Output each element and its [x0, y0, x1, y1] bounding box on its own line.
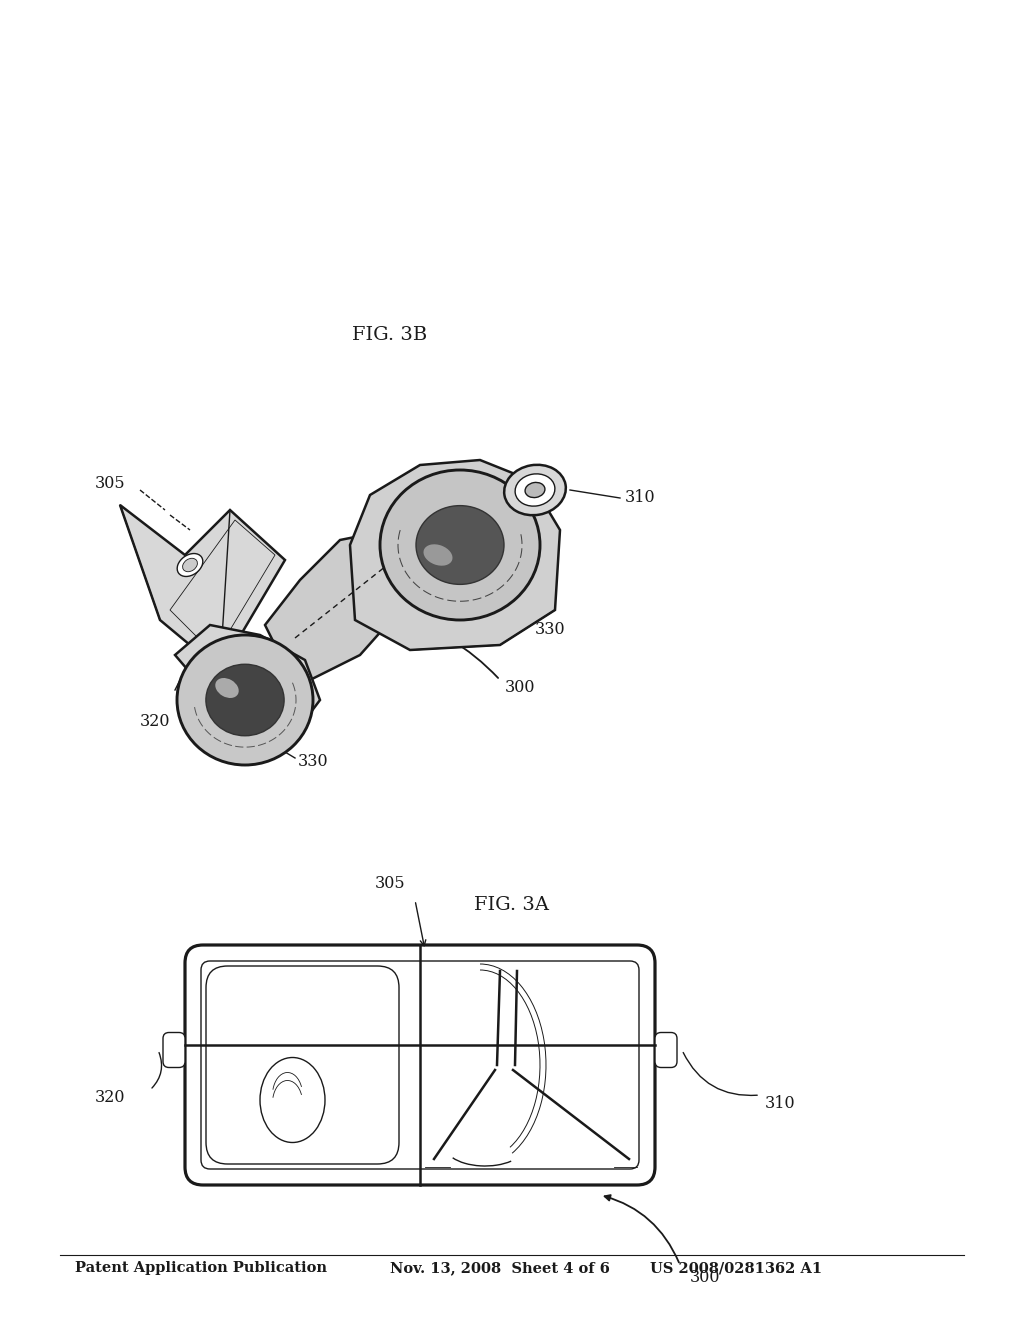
Text: 310: 310	[765, 1094, 796, 1111]
Ellipse shape	[206, 664, 284, 735]
Ellipse shape	[177, 635, 313, 766]
Text: 305: 305	[95, 474, 126, 491]
Text: FIG. 3A: FIG. 3A	[474, 896, 550, 913]
Text: FIG. 3B: FIG. 3B	[352, 326, 428, 345]
Polygon shape	[350, 459, 560, 649]
Polygon shape	[265, 531, 420, 680]
Text: 320: 320	[95, 1089, 126, 1106]
Text: 330: 330	[298, 754, 329, 771]
Ellipse shape	[515, 474, 555, 506]
Text: 300: 300	[505, 680, 536, 697]
Text: 305: 305	[375, 874, 406, 891]
Ellipse shape	[525, 482, 545, 498]
Ellipse shape	[380, 470, 540, 620]
Text: 320: 320	[140, 714, 171, 730]
Ellipse shape	[416, 506, 504, 585]
FancyBboxPatch shape	[655, 1032, 677, 1068]
Ellipse shape	[177, 553, 203, 577]
Ellipse shape	[504, 465, 566, 515]
FancyBboxPatch shape	[185, 945, 655, 1185]
Text: 310: 310	[625, 490, 655, 507]
Polygon shape	[120, 506, 285, 671]
Text: 330: 330	[535, 622, 565, 639]
Text: 300: 300	[690, 1269, 721, 1286]
Ellipse shape	[424, 544, 453, 566]
Ellipse shape	[215, 678, 239, 698]
Text: Nov. 13, 2008  Sheet 4 of 6: Nov. 13, 2008 Sheet 4 of 6	[390, 1261, 610, 1275]
FancyBboxPatch shape	[163, 1032, 185, 1068]
Polygon shape	[175, 624, 319, 719]
Ellipse shape	[182, 558, 198, 572]
Text: Patent Application Publication: Patent Application Publication	[75, 1261, 327, 1275]
Text: US 2008/0281362 A1: US 2008/0281362 A1	[650, 1261, 822, 1275]
